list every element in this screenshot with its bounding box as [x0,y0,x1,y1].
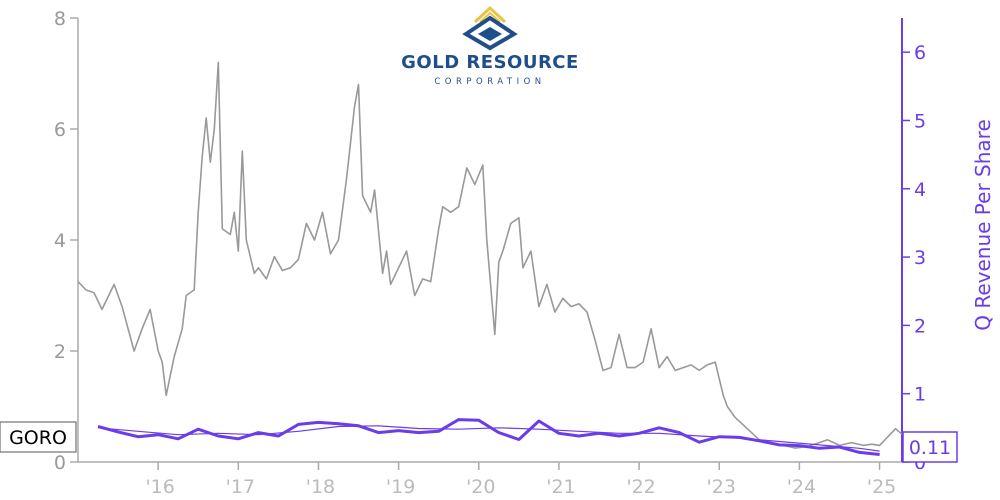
left-tick-label: 4 [54,230,66,252]
ticker-label: GORO [9,427,67,449]
left-tick-label: 8 [54,8,66,30]
left-tick-label: 2 [54,341,66,363]
left-axis-ticks: 0 2 4 6 8 [54,8,78,474]
price-series-line [77,61,903,449]
x-tick-label: '24 [787,476,816,498]
company-logo: GOLD RESOURCE CORPORATION [401,5,579,87]
series-layer [77,61,903,456]
x-tick-label: '25 [867,476,896,498]
revenue-series-line [97,418,880,456]
right-tick-label: 3 [914,247,926,269]
x-axis-ticks: '16 '17 '18 '19 '20 '21 '22 '23 '24 '25 [145,462,896,498]
x-tick-label: '17 [226,476,255,498]
x-tick-label: '21 [546,476,575,498]
right-tick-label: 2 [914,315,926,337]
x-tick-label: '19 [386,476,415,498]
x-tick-label: '20 [466,476,495,498]
right-axis-label: Q Revenue Per Share [971,119,995,331]
x-tick-label: '16 [145,476,174,498]
right-tick-label: 1 [914,384,926,406]
right-tick-label: 5 [914,110,926,132]
right-tick-label: 6 [914,42,926,64]
ticker-label-box: GORO [0,421,77,453]
logo-company-subtitle: CORPORATION [434,77,545,87]
last-value-label-box: 0.11 [902,431,958,463]
left-tick-label: 6 [54,119,66,141]
last-value-label: 0.11 [909,437,951,459]
revenue-trend-line [97,425,880,452]
x-tick-label: '22 [626,476,655,498]
logo-company-name: GOLD RESOURCE [401,52,579,73]
x-tick-label: '18 [306,476,335,498]
right-tick-label: 4 [914,179,926,201]
x-tick-label: '23 [707,476,736,498]
gold-resource-logo-icon [462,5,518,51]
left-tick-label: 0 [54,452,66,474]
